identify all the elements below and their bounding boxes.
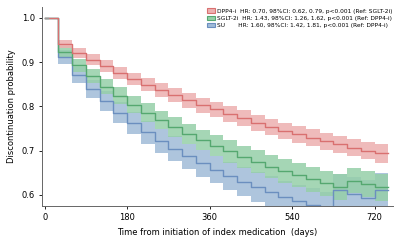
Y-axis label: Discontinuation probability: Discontinuation probability [7, 50, 16, 163]
Legend: DPP4-i  HR: 0.70, 98%CI: 0.62, 0.79, p<0.001 (Ref: SGLT-2i), SGLT-2i  HR: 1.43, : DPP4-i HR: 0.70, 98%CI: 0.62, 0.79, p<0.… [206, 8, 394, 29]
X-axis label: Time from initiation of index medication  (days): Time from initiation of index medication… [118, 228, 318, 237]
